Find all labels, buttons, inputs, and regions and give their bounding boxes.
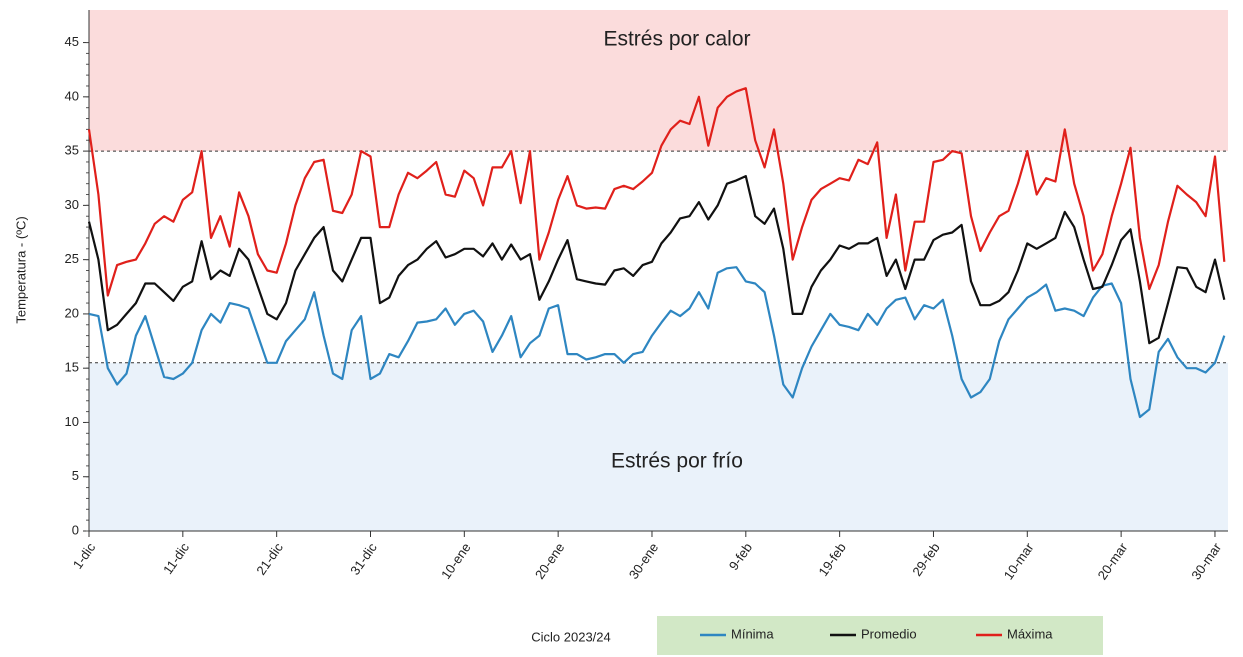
x-tick-label: 11-dic <box>160 540 192 577</box>
x-axis-label: Ciclo 2023/24 <box>531 629 611 644</box>
y-tick-label: 25 <box>65 251 79 266</box>
y-tick-label: 35 <box>65 143 79 158</box>
y-tick-label: 30 <box>65 197 79 212</box>
band-label: Estrés por frío <box>611 450 743 473</box>
x-tick-label: 20-mar <box>1094 540 1130 583</box>
stress-band <box>89 362 1228 531</box>
y-tick-label: 20 <box>65 305 79 320</box>
x-tick-label: 9-feb <box>726 540 755 573</box>
y-axis-label: Temperatura - (ºC) <box>13 216 28 323</box>
x-tick-label: 20-ene <box>532 540 568 582</box>
x-tick-label: 30-ene <box>626 540 662 582</box>
legend-label: Promedio <box>861 626 917 641</box>
x-tick-label: 21-dic <box>253 540 286 578</box>
y-tick-label: 45 <box>65 34 79 49</box>
x-tick-label: 19-feb <box>815 540 848 579</box>
legend-label: Máxima <box>1007 626 1053 641</box>
series-line <box>87 87 1226 297</box>
legend-label: Mínima <box>731 626 774 641</box>
y-tick-label: 15 <box>65 360 79 375</box>
y-tick-label: 40 <box>65 88 79 103</box>
band-label: Estrés por calor <box>603 28 750 51</box>
legend-box <box>657 616 1103 655</box>
series-line <box>87 175 1226 345</box>
x-tick-label: 1-dic <box>70 540 99 572</box>
x-tick-label: 31-dic <box>347 540 380 578</box>
y-tick-label: 5 <box>72 468 79 483</box>
x-tick-label: 10-ene <box>438 540 474 582</box>
x-tick-label: 10-mar <box>1001 540 1037 583</box>
x-tick-label: 29-feb <box>909 540 942 579</box>
stress-band <box>89 10 1228 152</box>
y-tick-label: 10 <box>65 414 79 429</box>
y-tick-label: 0 <box>72 522 79 537</box>
series-line <box>88 266 1226 419</box>
x-tick-label: 30-mar <box>1188 540 1224 583</box>
